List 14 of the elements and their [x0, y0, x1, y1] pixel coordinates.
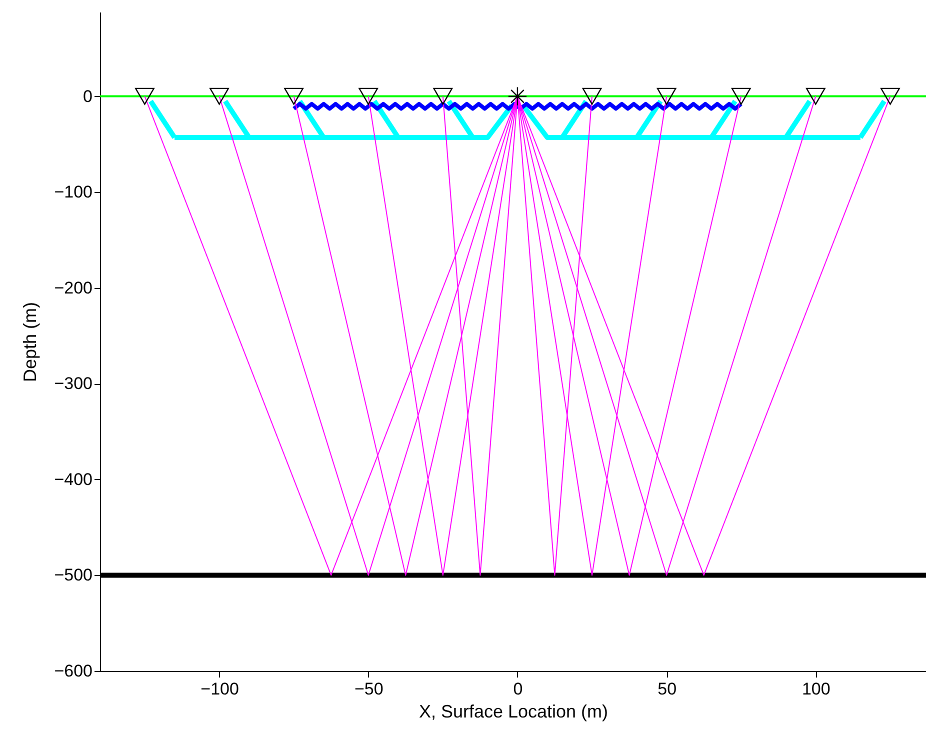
y-tick-label: −100 — [54, 182, 92, 202]
x-tick-label: −100 — [200, 680, 239, 698]
y-tick-label: 0 — [83, 86, 92, 106]
x-tick-label: 0 — [513, 680, 523, 698]
y-axis-title: Depth (m) — [20, 302, 40, 382]
x-tick-label: 100 — [802, 680, 830, 698]
x-axis-title: X, Surface Location (m) — [418, 702, 608, 722]
x-tick-label: 50 — [658, 680, 677, 698]
y-tick-label: −400 — [54, 470, 92, 489]
x-tick-label: −50 — [354, 680, 384, 698]
y-tick-label: −200 — [54, 278, 92, 298]
y-tick-label: −600 — [54, 662, 92, 680]
y-tick-label: −300 — [54, 374, 92, 394]
y-tick-label: −500 — [54, 566, 92, 585]
